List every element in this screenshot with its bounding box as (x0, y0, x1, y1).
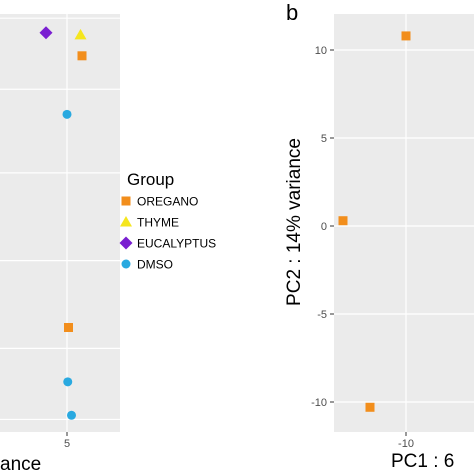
legend-label-thyme: THYME (137, 216, 179, 230)
panel-b-gridlines (334, 14, 474, 432)
legend-label-dmso: DMSO (137, 258, 173, 272)
panel-b-point-oregano (338, 216, 348, 226)
panel-b-x-axis-title: PC1 : 6 (391, 451, 454, 472)
panel-a-point-dmso (63, 377, 73, 387)
panel-b-x-tick-label: -10 (398, 438, 414, 450)
panel-b-points (338, 31, 411, 412)
panel-b-background (334, 14, 474, 432)
panel-b-y-tick-label: -5 (317, 309, 327, 321)
legend-key-thyme (120, 216, 132, 227)
legend-items: OREGANO THYME EUCALYPTUS DMSO (119, 195, 216, 272)
legend-label-oregano: OREGANO (137, 195, 198, 209)
legend-title: Group (127, 170, 174, 189)
legend: Group OREGANO THYME EUCALYPTUS DMSO (119, 170, 216, 272)
legend-key-dmso (121, 259, 131, 269)
panel-a-point-dmso (67, 410, 76, 420)
panel-a-gridlines (0, 14, 120, 432)
panel-b-x-ticks: -10 (398, 432, 414, 450)
panel-b-y-axis-title: PC2 : 14% variance (284, 138, 305, 306)
panel-b-point-oregano (365, 402, 375, 412)
legend-key-eucalyptus (119, 236, 133, 250)
panel-a: 5 ance (0, 14, 120, 474)
panel-a-point-thyme (74, 28, 87, 40)
panel-b-y-tick-label: 5 (321, 133, 327, 145)
panel-b: b -10 10 5 0 -5 -10 PC1 : 6 PC2 : 14% varian… (284, 0, 474, 472)
panel-a-x-axis-title: ance (0, 454, 41, 474)
panel-b-label: b (286, 0, 298, 25)
panel-a-x-ticks: 5 (64, 432, 70, 450)
legend-key-oregano (121, 196, 131, 206)
panel-a-points (39, 26, 87, 420)
panel-a-point-oregano (77, 51, 87, 61)
panel-b-y-tick-label: -10 (311, 397, 327, 409)
panel-a-point-eucalyptus (39, 26, 53, 40)
legend-label-eucalyptus: EUCALYPTUS (137, 237, 216, 251)
panel-a-background (0, 14, 120, 432)
panel-b-point-oregano (401, 31, 411, 41)
panel-a-x-tick-label: 5 (64, 438, 70, 450)
panel-b-y-tick-label: 10 (315, 45, 327, 57)
panel-b-y-ticks: 10 5 0 -5 -10 (311, 45, 334, 409)
panel-a-point-dmso (62, 109, 72, 119)
panel-b-y-tick-label: 0 (321, 221, 327, 233)
panel-a-point-oregano (64, 323, 73, 332)
